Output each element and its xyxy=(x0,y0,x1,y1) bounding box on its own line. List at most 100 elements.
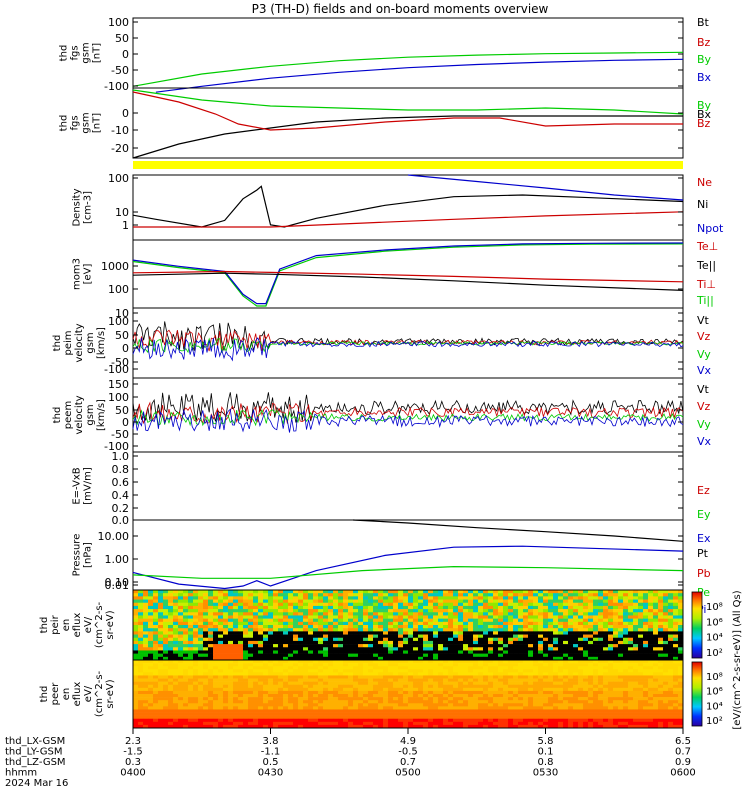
heatmap-cell xyxy=(383,625,389,629)
heatmap-cell xyxy=(268,631,274,635)
heatmap-cell xyxy=(223,709,229,713)
heatmap-cell xyxy=(378,628,384,632)
heatmap-cell xyxy=(368,694,374,698)
heatmap-cell xyxy=(543,628,549,632)
heatmap-cell xyxy=(533,709,539,713)
heatmap-cell xyxy=(468,605,474,610)
heatmap-cell xyxy=(583,681,589,686)
heatmap-cell xyxy=(143,715,149,720)
heatmap-cell xyxy=(408,612,414,616)
heatmap-cell xyxy=(368,656,374,661)
heatmap-cell xyxy=(653,678,659,682)
heatmap-cell xyxy=(583,609,589,613)
heatmap-cell xyxy=(668,681,674,686)
heatmap-cell xyxy=(418,694,424,698)
heatmap-cell xyxy=(573,663,579,667)
heatmap-cell xyxy=(153,605,159,610)
heatmap-cell xyxy=(553,621,559,626)
heatmap-cell xyxy=(283,650,289,654)
heatmap-cell xyxy=(293,690,299,695)
heatmap-cell xyxy=(558,644,564,648)
heatmap-cell xyxy=(638,675,644,679)
heatmap-cell xyxy=(573,694,579,698)
heatmap-cell xyxy=(263,715,269,720)
heatmap-cell xyxy=(268,628,274,632)
heatmap-cell xyxy=(178,640,184,645)
velocity-trace xyxy=(132,408,684,433)
heatmap-cell xyxy=(318,715,324,720)
heatmap-cell xyxy=(468,712,474,716)
heatmap-cell xyxy=(623,615,629,619)
heatmap-cell xyxy=(403,650,409,654)
heatmap-cell xyxy=(633,625,639,629)
heatmap-cell xyxy=(303,625,309,629)
heatmap-cell xyxy=(623,721,629,726)
heatmap-cell xyxy=(418,669,424,673)
heatmap-cell xyxy=(213,690,219,695)
heatmap-cell xyxy=(408,593,414,597)
heatmap-cell xyxy=(333,715,339,720)
heatmap-cell xyxy=(593,694,599,698)
y-axis-label: en xyxy=(61,619,72,632)
heatmap-cell xyxy=(208,647,214,651)
heatmap-cell xyxy=(213,663,219,667)
heatmap-cell xyxy=(563,706,569,710)
heatmap-cell xyxy=(628,609,634,613)
heatmap-cell xyxy=(298,605,304,610)
heatmap-cell xyxy=(238,605,244,610)
legend-Vt: Vt xyxy=(697,383,710,396)
heatmap-cell xyxy=(623,675,629,679)
heatmap-cell xyxy=(288,678,294,682)
heatmap-cell xyxy=(323,660,329,664)
heatmap-cell xyxy=(148,681,154,686)
heatmap-cell xyxy=(373,721,379,726)
heatmap-cell xyxy=(668,628,674,632)
heatmap-cell xyxy=(188,650,194,654)
heatmap-cell xyxy=(258,605,264,610)
heatmap-cell xyxy=(188,656,194,661)
heatmap-cell xyxy=(593,599,599,604)
heatmap-cell xyxy=(138,593,144,597)
y-tick-label: -100 xyxy=(104,363,129,376)
heatmap-cell xyxy=(443,599,449,604)
heatmap-cell xyxy=(158,697,164,701)
heatmap-cell xyxy=(528,690,534,695)
heatmap-cell xyxy=(578,718,584,723)
heatmap-cell xyxy=(573,596,579,600)
heatmap-cell xyxy=(463,653,469,658)
heatmap-cell xyxy=(483,721,489,726)
heatmap-cell xyxy=(308,602,314,607)
heatmap-cell xyxy=(293,634,299,639)
heatmap-cell xyxy=(348,647,354,651)
heatmap-cell xyxy=(248,700,254,704)
heatmap-cell xyxy=(193,656,199,661)
heatmap-cell xyxy=(423,618,429,623)
heatmap-cell xyxy=(378,669,384,673)
heatmap-cell xyxy=(258,660,264,664)
heatmap-cell xyxy=(228,621,234,626)
heatmap-cell xyxy=(428,618,434,623)
heatmap-cell xyxy=(423,712,429,716)
heatmap-cell xyxy=(333,672,339,676)
y-tick-label: 100 xyxy=(108,16,129,29)
heatmap-cell xyxy=(508,675,514,679)
heatmap-cell xyxy=(498,644,504,648)
heatmap-cell xyxy=(558,599,564,604)
heatmap-cell xyxy=(423,669,429,673)
heatmap-cell xyxy=(503,672,509,676)
heatmap-cell xyxy=(293,669,299,673)
heatmap-cell xyxy=(323,634,329,639)
heatmap-cell xyxy=(268,647,274,651)
heatmap-cell xyxy=(248,640,254,645)
heatmap-cell xyxy=(333,653,339,658)
heatmap-cell xyxy=(258,621,264,626)
y-axis-label: gsm xyxy=(81,42,92,63)
heatmap-cell xyxy=(178,666,184,670)
heatmap-cell xyxy=(288,596,294,600)
heatmap-cell xyxy=(503,697,509,701)
heatmap-cell xyxy=(628,690,634,695)
heatmap-cell xyxy=(398,712,404,716)
heatmap-cell xyxy=(553,678,559,682)
heatmap-cell xyxy=(463,625,469,629)
